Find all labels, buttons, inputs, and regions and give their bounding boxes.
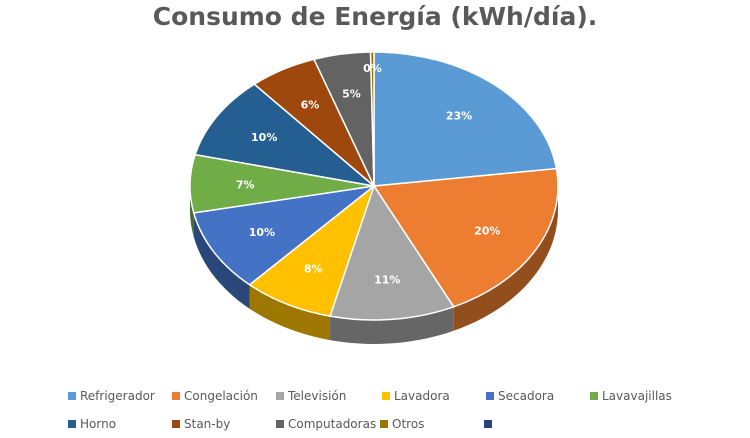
pie-slice-secadora (192, 184, 377, 286)
legend-swatch (172, 392, 180, 400)
data-label-computadoras: 5% (342, 88, 361, 101)
legend-label: Lavadora (394, 389, 450, 403)
legend-item-televisi-n: Televisión (276, 389, 382, 403)
legend-item-secadora: Secadora (486, 389, 590, 403)
legend-swatch (68, 392, 76, 400)
pie-slice-lavadora (248, 183, 376, 317)
legend-swatch (486, 392, 494, 400)
data-label-televisi-n: 11% (374, 273, 400, 286)
pie-side-secadora (193, 212, 250, 309)
data-label-refrigerador: 23% (446, 110, 472, 123)
legend-swatch (380, 420, 388, 428)
data-label-stan-by: 6% (301, 99, 320, 112)
legend-item-computadoras: Computadoras (276, 417, 380, 431)
legend-item-lavadora: Lavadora (382, 389, 486, 403)
legend-swatch (484, 420, 492, 428)
legend-label: Secadora (498, 389, 555, 403)
legend-item-stan-by: Stan-by (172, 417, 276, 431)
legend-row: Refrigerador Congelación Televisión Lavador… (68, 382, 748, 410)
legend-swatch (276, 420, 284, 428)
legend-item-congelaci-n: Congelación (172, 389, 276, 403)
legend-label: Refrigerador (80, 389, 155, 403)
legend-label: Congelación (184, 389, 258, 403)
pie-chart: 23% 20% 11% 8% 10% 7% 10% 6% 5%0% (189, 51, 559, 344)
legend-item-otros: Otros (380, 417, 484, 431)
data-label-lavadora: 8% (304, 263, 323, 276)
chart-title: Consumo de Energía (kWh/día). (152, 2, 598, 31)
pie-slice-televisi-n (329, 184, 455, 321)
pie-slice-refrigerador (373, 51, 558, 187)
legend-item-slice-10 (484, 420, 514, 428)
data-label-horno: 10% (251, 131, 277, 144)
legend-label: Otros (392, 417, 425, 431)
pie-labels: 23% 20% 11% 8% 10% 7% 10% 6% 5%0% (236, 62, 501, 286)
legend-label: Lavavajillas (602, 389, 672, 403)
legend-item-refrigerador: Refrigerador (68, 389, 172, 403)
data-label-secadora: 10% (249, 226, 275, 239)
pie-slice-congelaci-n (372, 167, 559, 308)
legend-item-lavavajillas: Lavavajillas (590, 389, 680, 403)
pie-side-lavavajillas (190, 186, 194, 237)
legend: Refrigerador Congelación Televisión Lavador… (68, 382, 748, 438)
legend-swatch (382, 392, 390, 400)
legend-swatch (590, 392, 598, 400)
legend-swatch (68, 420, 76, 428)
legend-swatch (276, 392, 284, 400)
pie-slice-otros (369, 51, 375, 187)
legend-swatch (172, 420, 180, 428)
data-label-otros: 0% (363, 62, 382, 75)
legend-label: Horno (80, 417, 117, 431)
legend-label: Stan-by (184, 417, 231, 431)
data-label-lavavajillas: 7% (236, 178, 255, 191)
legend-item-horno: Horno (68, 417, 172, 431)
pie-side-lavadora (249, 284, 331, 341)
legend-label: Televisión (288, 389, 347, 403)
data-label-congelaci-n: 20% (474, 225, 500, 238)
pie-slice-horno (194, 83, 377, 188)
legend-label: Computadoras (288, 417, 377, 431)
legend-row: Horno Stan-by Computadoras Otros (68, 410, 748, 438)
pie-side-congelaci-n (453, 186, 558, 331)
pie-top (189, 51, 559, 321)
